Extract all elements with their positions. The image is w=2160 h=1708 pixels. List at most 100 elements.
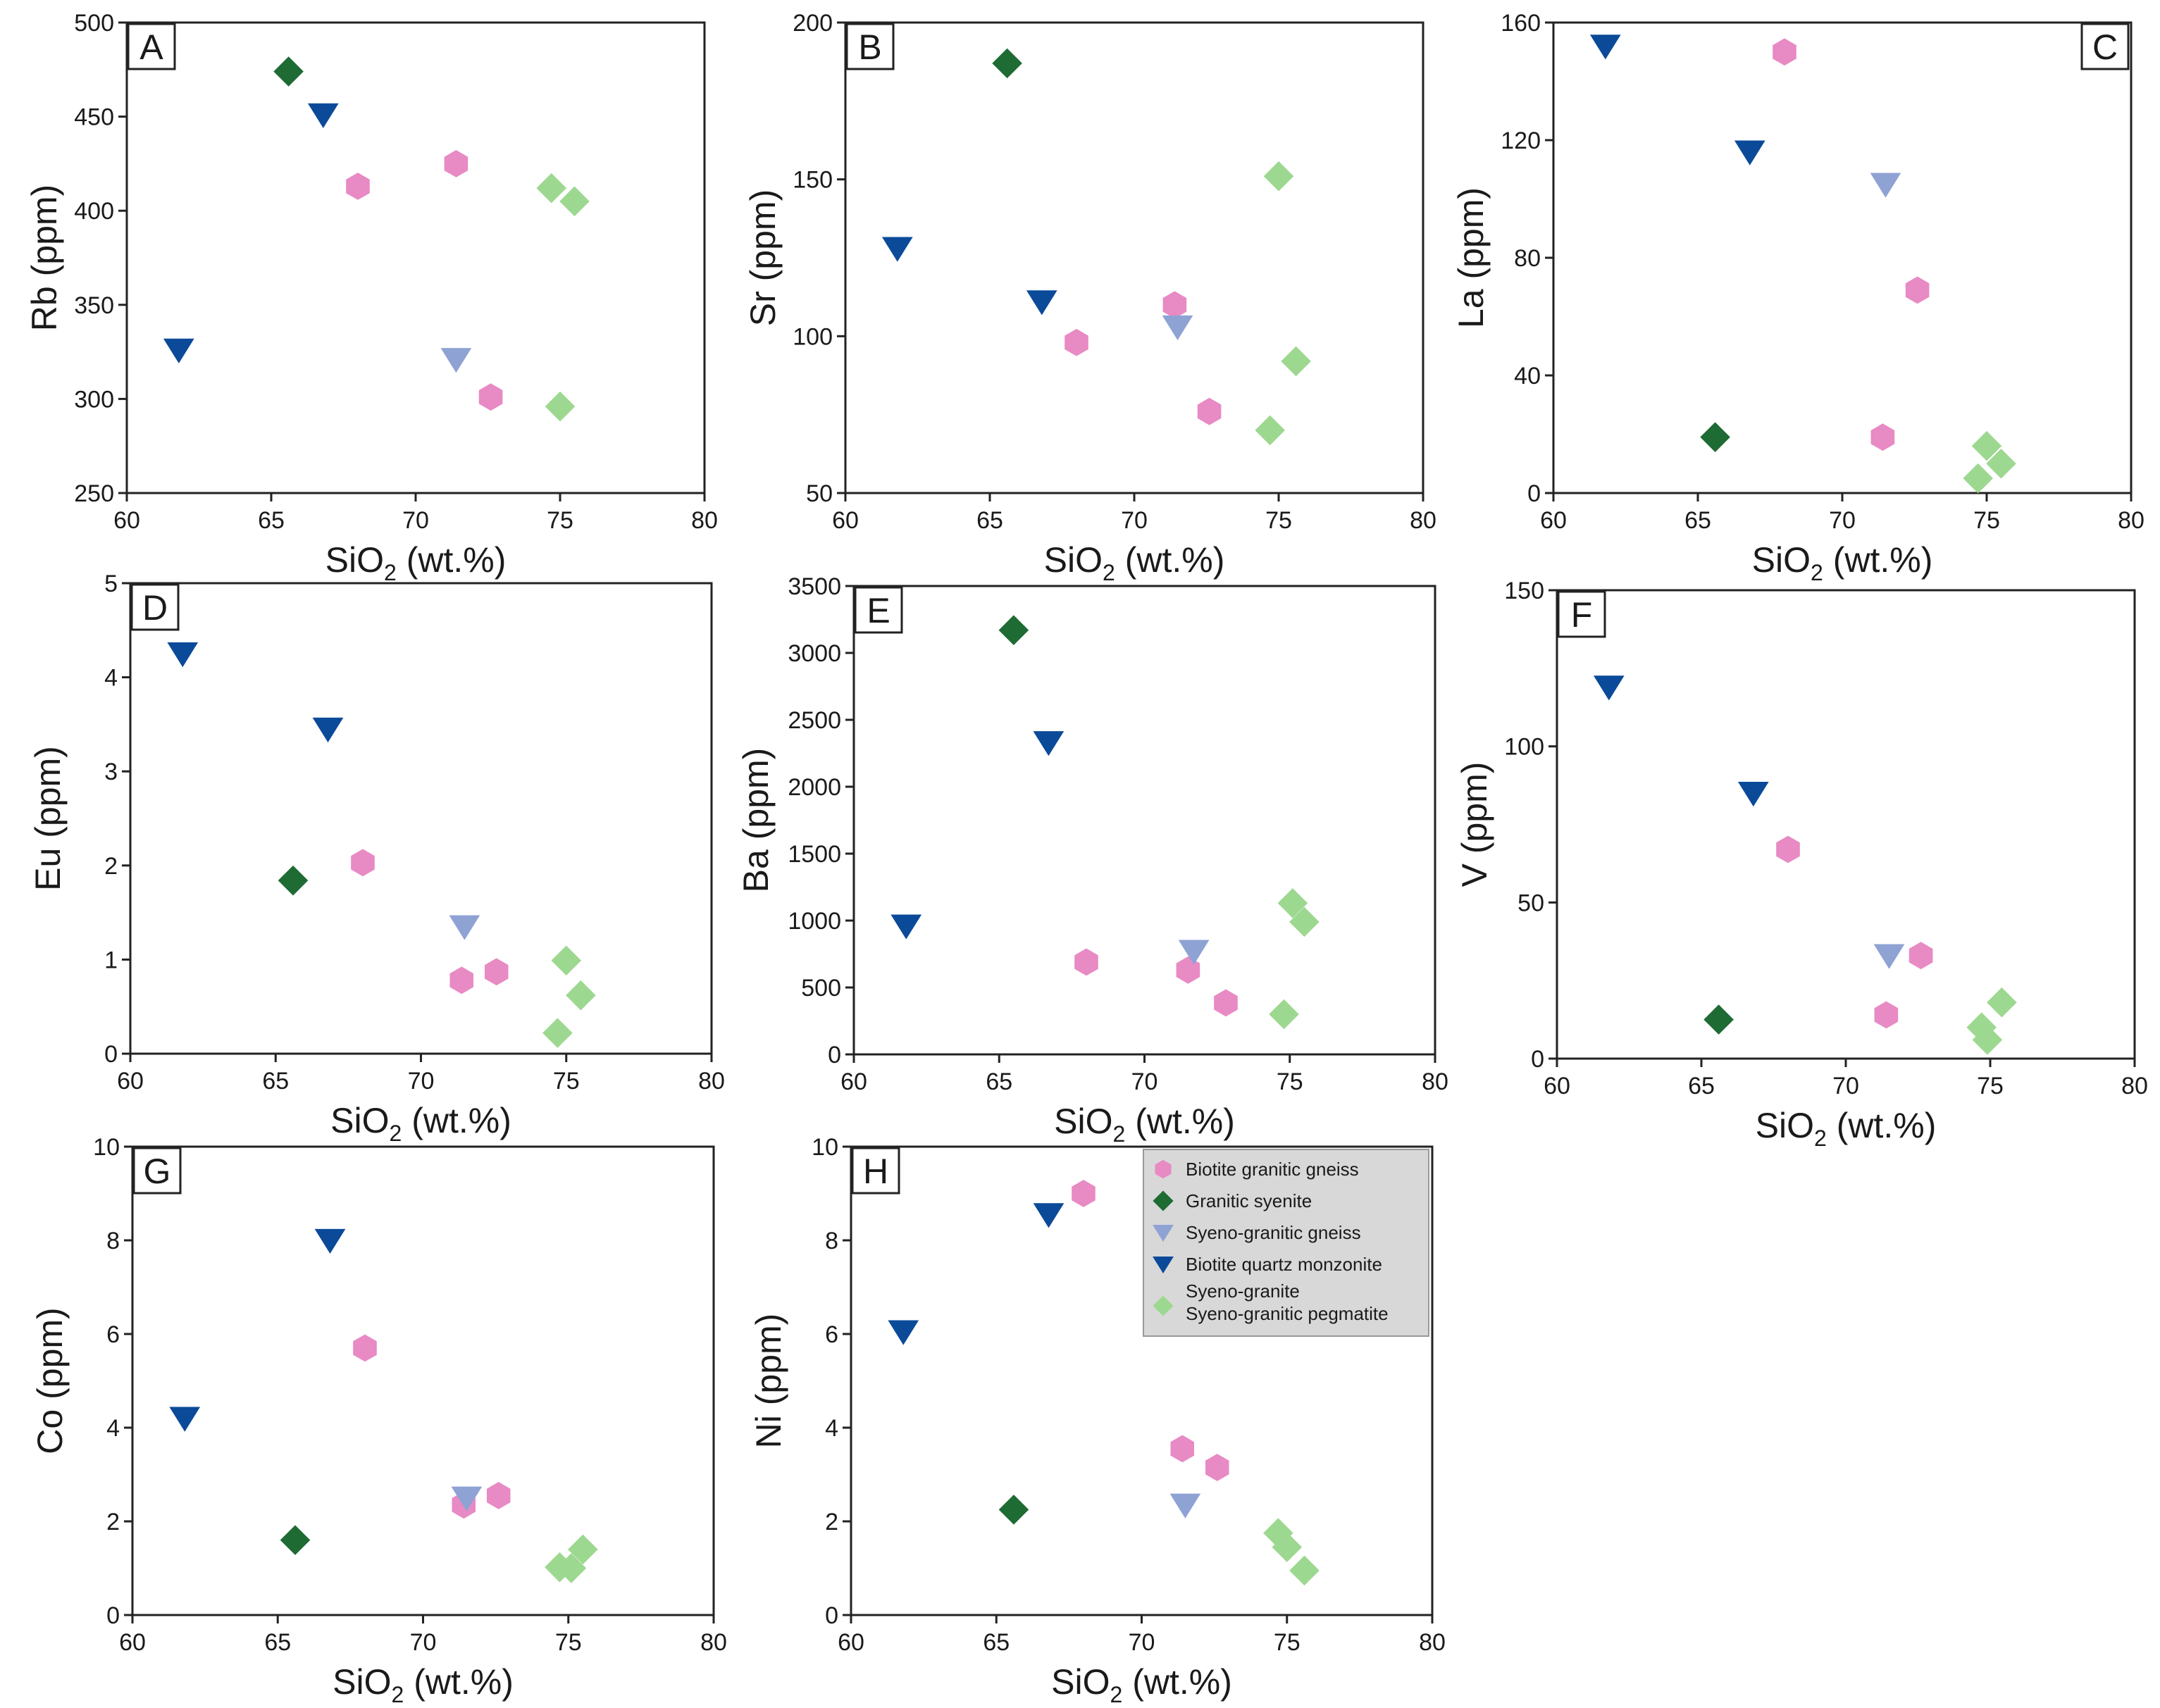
plot-frame [125, 21, 706, 494]
y-tick-label: 0 [1527, 480, 1541, 507]
point-syeno-granite [566, 980, 596, 1011]
y-tick-label: 8 [106, 1228, 120, 1254]
panel-e: 60 65 70 75 80 0 500 1000 1500 2000 2500 3000 3500 Si… [736, 573, 1448, 1147]
x-tick-label: 60 [119, 1629, 146, 1656]
point-biotite-granitic-gneiss [449, 966, 473, 995]
point-granitic-syenite [998, 615, 1029, 645]
panel-letter-box [130, 583, 180, 631]
x-tick-label: 75 [1274, 1629, 1301, 1656]
x-tick-label: 65 [258, 507, 285, 534]
point-syeno-granite [556, 1553, 587, 1583]
y-tick-label: 0 [825, 1602, 838, 1629]
point-biotite-quartz-monzonite [167, 642, 199, 668]
x-tick-label: 60 [840, 1068, 867, 1095]
x-tick-label: 80 [691, 507, 718, 534]
point-biotite-quartz-monzonite [169, 1407, 201, 1432]
legend-marker-syeno-granite [1153, 1295, 1174, 1316]
point-biotite-granitic-gneiss [1072, 1180, 1095, 1207]
point-syeno-granite [559, 186, 590, 217]
y-tick-label: 500 [74, 10, 114, 37]
point-biotite-granitic-gneiss [1874, 1001, 1899, 1029]
y-tick-label: 4 [104, 665, 118, 692]
plot-frame [844, 21, 1425, 494]
panel-letter-box [851, 1147, 900, 1195]
panel-g: 60 65 70 75 80 0 2 4 6 8 10 SiO2 (wt.%) Co (ppm) G [30, 1134, 727, 1707]
x-tick-label: 60 [117, 1068, 144, 1095]
x-tick-label: 65 [986, 1068, 1012, 1095]
point-granitic-syenite [992, 48, 1022, 79]
point-syeno-granite [1263, 1518, 1293, 1548]
x-tick-label: 70 [1131, 1068, 1158, 1095]
point-syeno-granite [1972, 1025, 2003, 1055]
y-tick-label: 5 [104, 571, 118, 597]
point-syeno-granite [1263, 161, 1294, 192]
point-syeno-granite [551, 945, 582, 976]
legend-label: Granitic syenite [1186, 1190, 1312, 1211]
y-tick-label: 50 [1517, 890, 1544, 916]
x-tick-label: 65 [1684, 507, 1711, 534]
x-tick-label: 70 [402, 507, 429, 534]
x-axis-label: SiO2 (wt.%) [1044, 540, 1225, 585]
y-tick-label: 100 [1504, 734, 1544, 761]
y-tick-label: 200 [793, 10, 833, 37]
y-tick-label: 1 [104, 947, 118, 973]
x-axis-label: SiO2 (wt.%) [330, 1101, 511, 1146]
legend-label: Syeno-granite [1186, 1280, 1300, 1302]
panel-letter-box [854, 586, 903, 634]
point-syeno-granitic-gneiss [1162, 315, 1193, 340]
y-tick-label: 500 [801, 975, 841, 1002]
x-tick-label: 75 [1973, 507, 2000, 534]
point-syeno-granite [1986, 448, 2016, 479]
point-granitic-syenite [998, 1495, 1029, 1525]
y-tick-label: 3500 [788, 573, 841, 600]
x-axis-label: SiO2 (wt.%) [1756, 1106, 1937, 1151]
y-tick-label: 6 [106, 1321, 120, 1348]
panel-letter-box [127, 23, 176, 70]
y-tick-label: 10 [93, 1134, 120, 1161]
point-syeno-granitic-gneiss [449, 915, 480, 940]
x-tick-label: 75 [553, 1068, 580, 1095]
panel-a: 60 65 70 75 80 250 300 350 400 450 500 SiO2 (wt.%) R… [25, 10, 718, 585]
point-granitic-syenite [1700, 422, 1730, 452]
x-tick-label: 60 [113, 507, 140, 534]
point-syeno-granite [1289, 1555, 1320, 1586]
legend: Biotite granitic gneiss Granitic syenite S… [1143, 1149, 1429, 1337]
legend-marker-syeno-granitic-gneiss [1153, 1224, 1174, 1242]
point-syeno-granitic-gneiss [1169, 1493, 1201, 1519]
y-tick-label: 2 [104, 853, 118, 880]
legend-marker-biotite-granitic-gneiss [1155, 1159, 1172, 1179]
point-granitic-syenite [278, 865, 309, 896]
point-syeno-granite [1281, 346, 1311, 377]
y-tick-label: 150 [793, 167, 833, 194]
legend-label: Biotite granitic gneiss [1186, 1159, 1359, 1180]
y-axis-label: Rb (ppm) [25, 185, 64, 331]
point-biotite-quartz-monzonite [1026, 290, 1057, 316]
plot-frame [131, 1145, 715, 1616]
point-syeno-granite [1289, 906, 1320, 937]
x-tick-label: 65 [262, 1068, 289, 1095]
point-syeno-granitic-gneiss [1178, 940, 1210, 965]
point-biotite-granitic-gneiss [353, 1334, 377, 1362]
x-axis-label: SiO2 (wt.%) [1752, 540, 1933, 585]
y-tick-label: 50 [806, 480, 833, 507]
x-axis-label: SiO2 (wt.%) [325, 540, 507, 585]
x-tick-label: 75 [1977, 1073, 2004, 1099]
panel-d: 60 65 70 75 80 0 1 2 3 4 5 SiO2 (wt.%) Eu (ppm) D [28, 571, 725, 1146]
y-axis-label: La (ppm) [1451, 187, 1491, 328]
x-tick-label: 80 [2118, 507, 2145, 534]
x-tick-label: 75 [1277, 1068, 1303, 1095]
y-tick-label: 250 [74, 480, 114, 507]
y-tick-label: 400 [74, 198, 114, 225]
y-tick-label: 4 [106, 1415, 120, 1442]
panel-letter: H [863, 1152, 888, 1191]
x-tick-label: 80 [2121, 1073, 2148, 1099]
panel-letter: E [867, 591, 890, 630]
point-biotite-granitic-gneiss [1074, 948, 1098, 976]
y-tick-label: 150 [1504, 578, 1544, 604]
point-biotite-granitic-gneiss [1170, 1435, 1194, 1463]
plot-frame [1556, 589, 2136, 1060]
x-tick-label: 75 [555, 1629, 582, 1656]
x-tick-label: 60 [1540, 507, 1567, 534]
legend-marker-biotite-quartz-monzonite [1153, 1256, 1174, 1273]
y-tick-label: 300 [74, 386, 114, 413]
